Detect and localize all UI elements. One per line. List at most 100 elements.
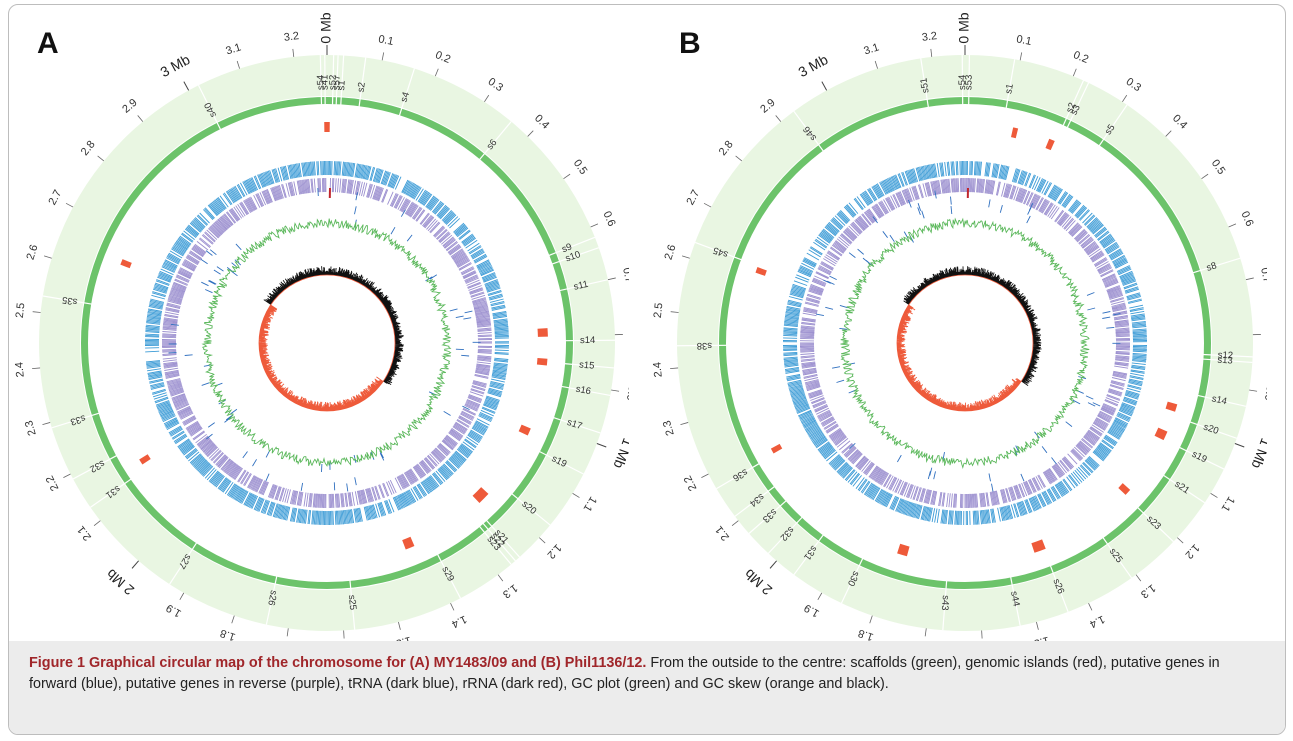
mb-label: 1 Mb — [610, 436, 629, 471]
scaffold-label-group: s10 — [564, 249, 582, 264]
genomic-island — [324, 122, 330, 133]
scaffold-label-group: s54 — [315, 75, 326, 91]
tick-label: 1.3 — [500, 581, 519, 600]
scaffold-label-group: s16 — [575, 384, 592, 398]
forward-genes-track — [782, 160, 1148, 526]
tick-mark — [1201, 173, 1209, 180]
scaffold-label: s2 — [356, 82, 368, 93]
tick-label: 0.6 — [1238, 210, 1255, 229]
mb-label: 3 Mb — [158, 51, 193, 80]
tick-mark — [497, 574, 504, 582]
tick-label: 2.9 — [758, 97, 777, 116]
tick-mark — [179, 592, 185, 601]
scaffold-boundary — [197, 84, 222, 131]
scaffold-boundary — [552, 416, 601, 434]
reverse-genes — [799, 177, 1131, 509]
tick-label: 2.1 — [713, 523, 732, 542]
tick-mark — [1165, 130, 1172, 137]
scaffold-boundary — [1009, 576, 1021, 626]
tick-label: 2.7 — [684, 188, 702, 207]
scaffold-label: s26 — [265, 589, 279, 606]
tick-mark — [1228, 223, 1237, 228]
tick-label: 0.5 — [571, 158, 590, 177]
figure-caption: Figure 1 Graphical circular map of the c… — [29, 653, 1265, 695]
genomic-island — [770, 443, 783, 454]
mb-label: 3 Mb — [796, 51, 831, 80]
scaffold-label-group: s20 — [1202, 422, 1220, 437]
scaffold-band — [39, 55, 615, 631]
major-tick-mark — [183, 81, 190, 91]
tick-label: 3.1 — [862, 41, 880, 57]
scaffold-boundary — [564, 363, 614, 369]
tick-mark — [731, 520, 739, 526]
scaffold-label: s51 — [918, 77, 931, 94]
scaffold-label: s54 — [957, 75, 968, 90]
scaffold-label: s38 — [697, 340, 712, 351]
scaffold-label: s8 — [1205, 260, 1218, 273]
tick-label: 3.2 — [283, 30, 300, 44]
scaffold-boundary — [1098, 104, 1128, 147]
genomic-island — [139, 454, 151, 465]
mb-label: 0 Mb — [318, 12, 334, 43]
scaffold-label: s4 — [399, 91, 413, 104]
scaffold-label: s57 — [331, 75, 343, 91]
tick-mark — [450, 602, 455, 611]
tick-mark — [97, 155, 105, 162]
genomic-island — [120, 259, 132, 269]
gc-skew-positive — [903, 266, 1042, 386]
tick-label: 0.7 — [620, 266, 629, 284]
forward-genes — [782, 160, 1148, 526]
tick-mark — [869, 615, 873, 624]
scaffold-boundary — [767, 516, 803, 554]
tick-mark — [65, 202, 74, 208]
tick-mark — [1019, 52, 1023, 61]
gc-plot — [201, 218, 452, 467]
scaffold-boundary — [1102, 536, 1133, 579]
scaffold-boundary — [1049, 565, 1069, 613]
tick-label: 0.9 — [1262, 385, 1267, 402]
scaffold-label-group: s52 — [327, 75, 338, 91]
tick-label: 2.4 — [13, 362, 26, 378]
scaffold-label-group: s41 — [319, 75, 330, 90]
major-tick-mark — [769, 560, 777, 569]
scaffold-label-group: s57 — [331, 75, 343, 91]
tick-mark — [1135, 574, 1142, 582]
scaffold-boundary — [169, 541, 198, 585]
genomic-island — [1154, 427, 1168, 441]
scaffold-boundary — [319, 55, 323, 106]
tick-label: 1.2 — [545, 542, 564, 561]
tick-mark — [874, 60, 878, 69]
scaffold-label: s53 — [963, 75, 974, 90]
scaffold-boundary — [1197, 394, 1247, 407]
tick-mark — [590, 223, 599, 228]
caption-box: Figure 1 Graphical circular map of the c… — [9, 641, 1285, 734]
major-tick-mark — [596, 443, 607, 448]
scaffold-label-group: s2 — [356, 82, 368, 93]
figure-panel: s1 s57 s52 s41 s54 s2 s4 s6 s9 s10 s11 s14 s15 s16 s17… — [8, 4, 1286, 735]
tick-mark — [42, 422, 51, 426]
tick-label: 2.8 — [717, 139, 736, 158]
scaffold-label: s54 — [315, 75, 326, 91]
scaffold-label-group: s3 — [1069, 103, 1083, 117]
scaffold-label-group: s25 — [346, 594, 358, 610]
tick-label: 3.1 — [224, 41, 242, 57]
scaffold-label-group: s33 — [69, 412, 87, 427]
scaffold-boundary — [1189, 421, 1237, 439]
scaffold-ring — [719, 97, 1211, 589]
scaffold-label-group: s12 — [1217, 350, 1233, 362]
panel-letter-b: B — [679, 27, 701, 60]
scaffold-boundary — [716, 462, 760, 490]
scaffold-boundary — [1202, 358, 1253, 364]
scaffold-boundary — [478, 121, 512, 161]
gc-skew-positive — [263, 266, 404, 385]
caption-title: Figure 1 Graphical circular map of the c… — [29, 655, 647, 671]
scaffold-label: s35 — [61, 294, 78, 307]
scaffold-label-group: s43 — [939, 595, 951, 611]
scaffold-boundary — [1162, 474, 1205, 504]
tick-mark — [681, 255, 690, 259]
tick-label: 2.7 — [46, 188, 64, 207]
tick-label: 2.2 — [44, 474, 62, 493]
scaffold-boundary — [349, 579, 356, 630]
tick-mark — [1245, 277, 1254, 281]
tick-label: 2.3 — [661, 419, 677, 437]
